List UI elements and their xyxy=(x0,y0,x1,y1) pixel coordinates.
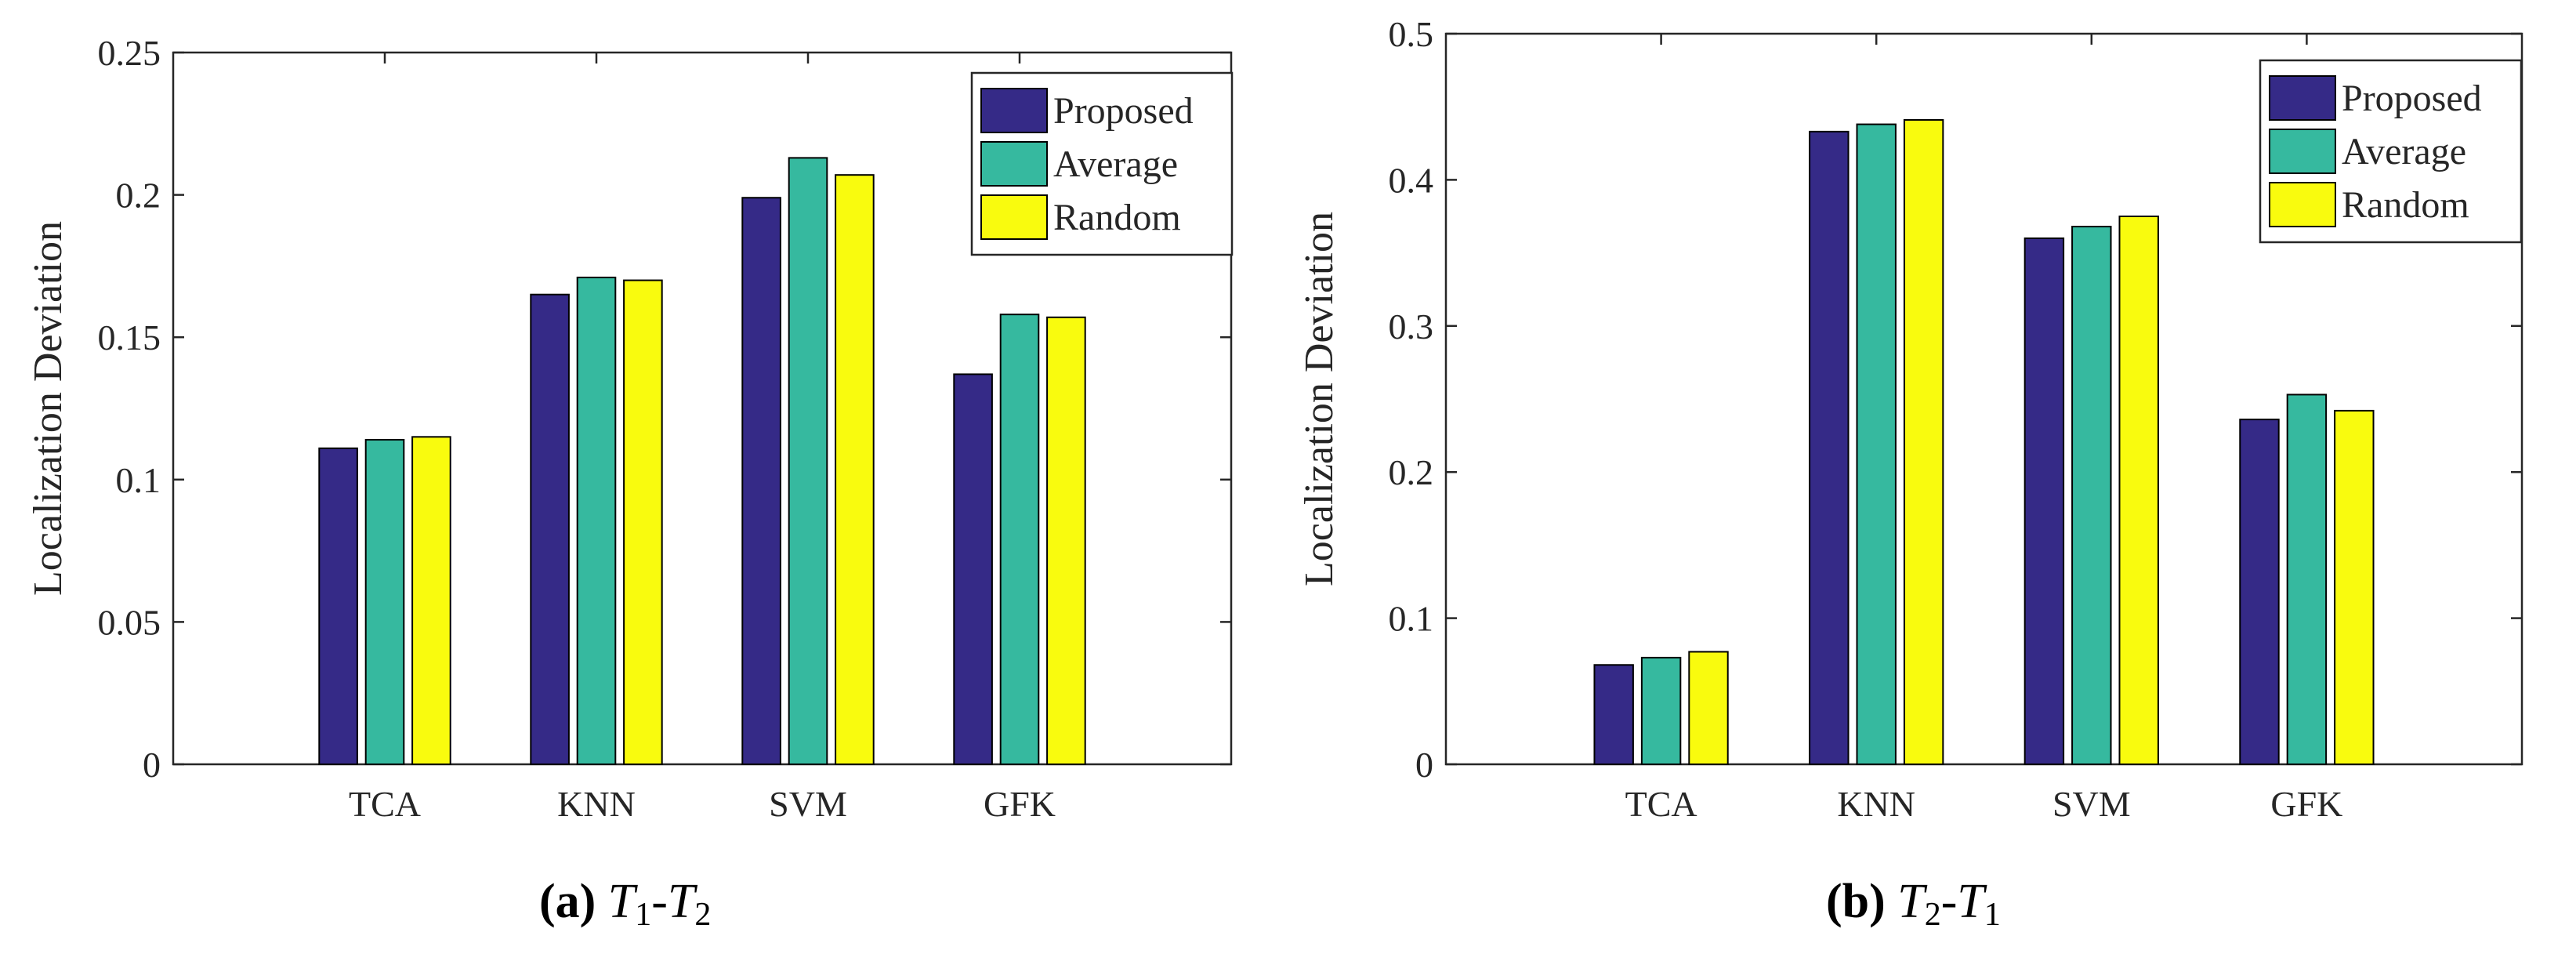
bar-b-tca-proposed xyxy=(1593,664,1634,765)
bar-b-gfk-random xyxy=(2334,409,2375,765)
legend-label-b-random: Random xyxy=(2342,184,2469,226)
legend-label-a-proposed: Proposed xyxy=(1053,90,1194,132)
legend-label-a-random: Random xyxy=(1053,197,1181,238)
y-tick-label-a-3: 0.15 xyxy=(98,317,161,357)
x-tick-label-b-2: SVM xyxy=(2052,784,2131,824)
caption-a: (a) T1-T2 xyxy=(539,875,711,933)
y-axis-label-b: Localization Deviation xyxy=(1297,212,1342,586)
legend-label-a-average: Average xyxy=(1053,143,1178,185)
x-tick-label-a-1: KNN xyxy=(557,784,636,824)
caption-a-label: (a) xyxy=(539,875,596,928)
bar-a-knn-average xyxy=(576,276,617,766)
x-tick-label-a-0: TCA xyxy=(349,784,421,824)
bar-a-gfk-random xyxy=(1046,316,1086,765)
bar-a-knn-proposed xyxy=(530,293,570,766)
bar-a-svm-proposed xyxy=(741,197,781,765)
caption-a-subtitle-index1: 1 xyxy=(635,897,651,933)
bar-b-gfk-average xyxy=(2286,394,2328,765)
y-tick-label-a-2: 0.1 xyxy=(116,460,161,500)
legend-swatch-a-random xyxy=(980,194,1048,240)
y-tick-label-b-2: 0.2 xyxy=(1389,452,1434,492)
bar-a-svm-random xyxy=(835,174,875,765)
caption-a-subtitle-dash: - xyxy=(651,875,668,928)
bar-a-gfk-proposed xyxy=(953,373,993,765)
bar-b-tca-random xyxy=(1688,651,1729,765)
bar-a-tca-average xyxy=(364,438,405,766)
caption-b-label: (b) xyxy=(1826,875,1886,928)
legend-label-b-average: Average xyxy=(2342,131,2466,172)
plot-area-a xyxy=(172,51,1233,766)
bar-b-svm-proposed xyxy=(2023,237,2065,765)
bar-a-gfk-average xyxy=(999,314,1040,766)
legend-swatch-b-proposed xyxy=(2269,75,2336,121)
y-tick-label-b-5: 0.5 xyxy=(1389,14,1434,54)
y-tick-label-a-5: 0.25 xyxy=(98,33,161,73)
caption-a-subtitle-t2: T xyxy=(668,875,698,928)
bar-a-tca-proposed xyxy=(318,447,358,766)
bar-b-svm-random xyxy=(2118,216,2159,765)
legend-swatch-b-average xyxy=(2269,129,2336,174)
bar-b-gfk-proposed xyxy=(2239,419,2280,765)
legend-swatch-a-average xyxy=(980,141,1048,187)
x-tick-label-b-1: KNN xyxy=(1837,784,1915,824)
legend-swatch-b-random xyxy=(2269,182,2336,227)
chart-panel-a: 0 0.05 0.1 0.15 0.2 0.25 Localization Deviatio… xyxy=(26,33,1234,824)
x-tick-label-b-0: TCA xyxy=(1625,784,1697,824)
x-tick-label-a-3: GFK xyxy=(984,784,1056,824)
caption-b-subtitle-dash: - xyxy=(1941,875,1958,928)
y-tick-label-b-1: 0.1 xyxy=(1389,599,1434,639)
legend-swatch-a-proposed xyxy=(980,88,1048,133)
caption-a-subtitle-index2: 2 xyxy=(694,897,711,933)
caption-b-subtitle-index2: 1 xyxy=(1984,897,2001,933)
y-tick-label-b-0: 0 xyxy=(1415,745,1433,785)
bar-b-svm-average xyxy=(2071,226,2112,766)
bar-a-tca-random xyxy=(411,436,451,765)
legend-label-b-proposed: Proposed xyxy=(2342,78,2482,119)
chart-panel-b: 0 0.1 0.2 0.3 0.4 0.5 Localization Deviation TC… xyxy=(1297,14,2523,824)
x-tick-label-b-3: GFK xyxy=(2270,784,2342,824)
caption-a-subtitle-t1: T xyxy=(608,875,639,928)
bar-b-knn-proposed xyxy=(1809,130,1850,765)
x-tick-label-a-2: SVM xyxy=(769,784,847,824)
bar-b-knn-random xyxy=(1903,118,1944,765)
y-tick-label-a-4: 0.2 xyxy=(116,176,161,216)
caption-b-subtitle-t1: T xyxy=(1897,875,1928,928)
bar-b-tca-average xyxy=(1640,656,1682,765)
y-axis-label-a: Localization Deviation xyxy=(26,221,71,596)
plot-area-b xyxy=(1444,32,2523,766)
caption-b-subtitle-index1: 2 xyxy=(1925,897,1941,933)
bar-a-knn-random xyxy=(623,279,663,765)
caption-b-subtitle-t2: T xyxy=(1957,875,1987,928)
y-tick-label-b-3: 0.3 xyxy=(1389,307,1434,346)
bar-b-knn-average xyxy=(1856,123,1897,765)
bar-a-svm-average xyxy=(788,157,828,766)
y-tick-label-a-0: 0 xyxy=(143,745,161,785)
y-tick-label-b-4: 0.4 xyxy=(1389,160,1434,200)
y-tick-label-a-1: 0.05 xyxy=(98,602,161,642)
caption-b: (b) T2-T1 xyxy=(1826,875,2001,933)
